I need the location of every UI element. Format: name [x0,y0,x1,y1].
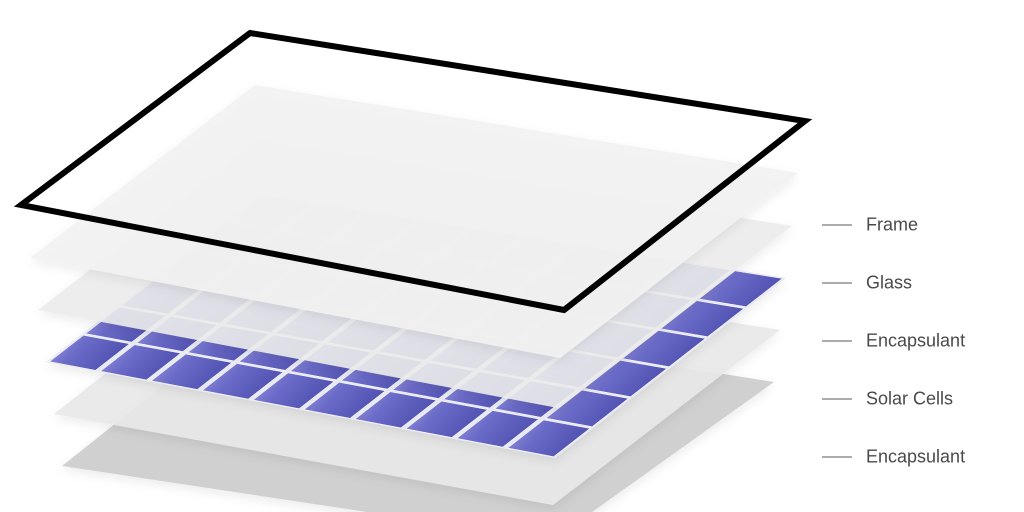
exploded-diagram: Frame Glass Encapsulant Solar Cells Enca… [0,0,1024,512]
layers-svg [0,0,1024,512]
